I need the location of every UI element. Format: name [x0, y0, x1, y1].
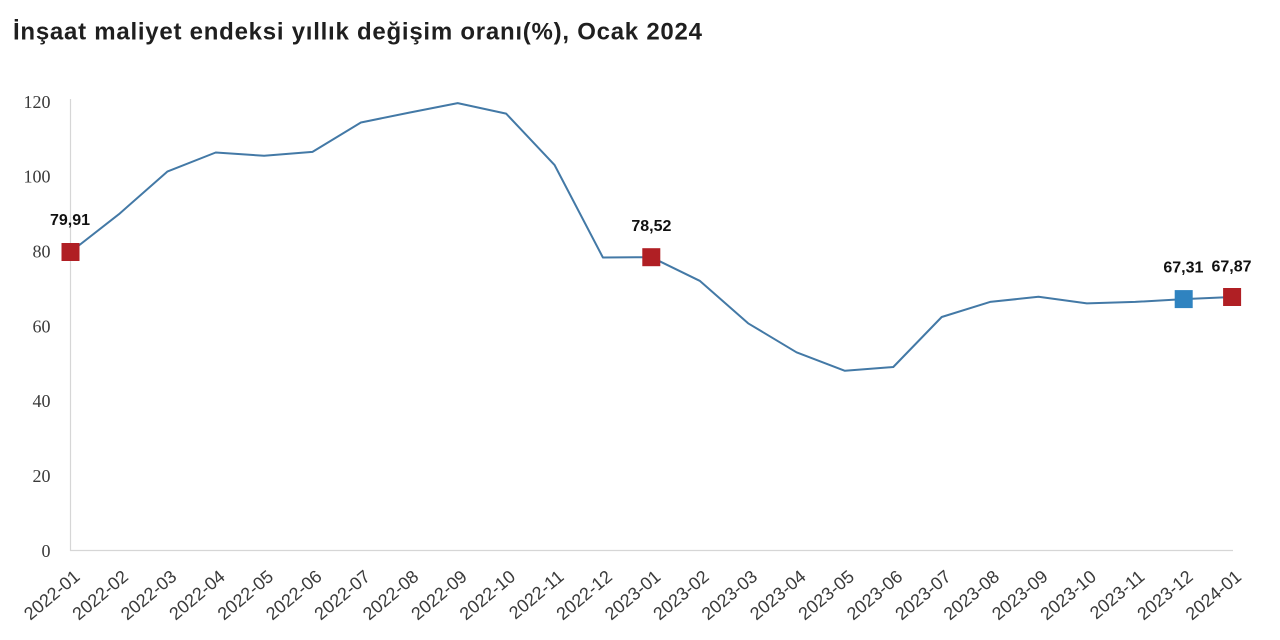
svg-text:80: 80 [33, 242, 51, 262]
svg-text:İnşaat maliyet endeksi yıllık: İnşaat maliyet endeksi yıllık değişim or… [13, 19, 703, 46]
svg-text:40: 40 [33, 391, 51, 411]
svg-text:60: 60 [33, 316, 51, 336]
svg-text:79,91: 79,91 [50, 212, 90, 229]
svg-text:20: 20 [33, 466, 51, 486]
svg-text:67,31: 67,31 [1163, 259, 1203, 276]
svg-text:100: 100 [24, 167, 51, 187]
svg-text:67,87: 67,87 [1211, 258, 1251, 275]
svg-text:78,52: 78,52 [631, 218, 671, 235]
svg-text:0: 0 [42, 541, 51, 561]
svg-text:120: 120 [24, 92, 51, 112]
